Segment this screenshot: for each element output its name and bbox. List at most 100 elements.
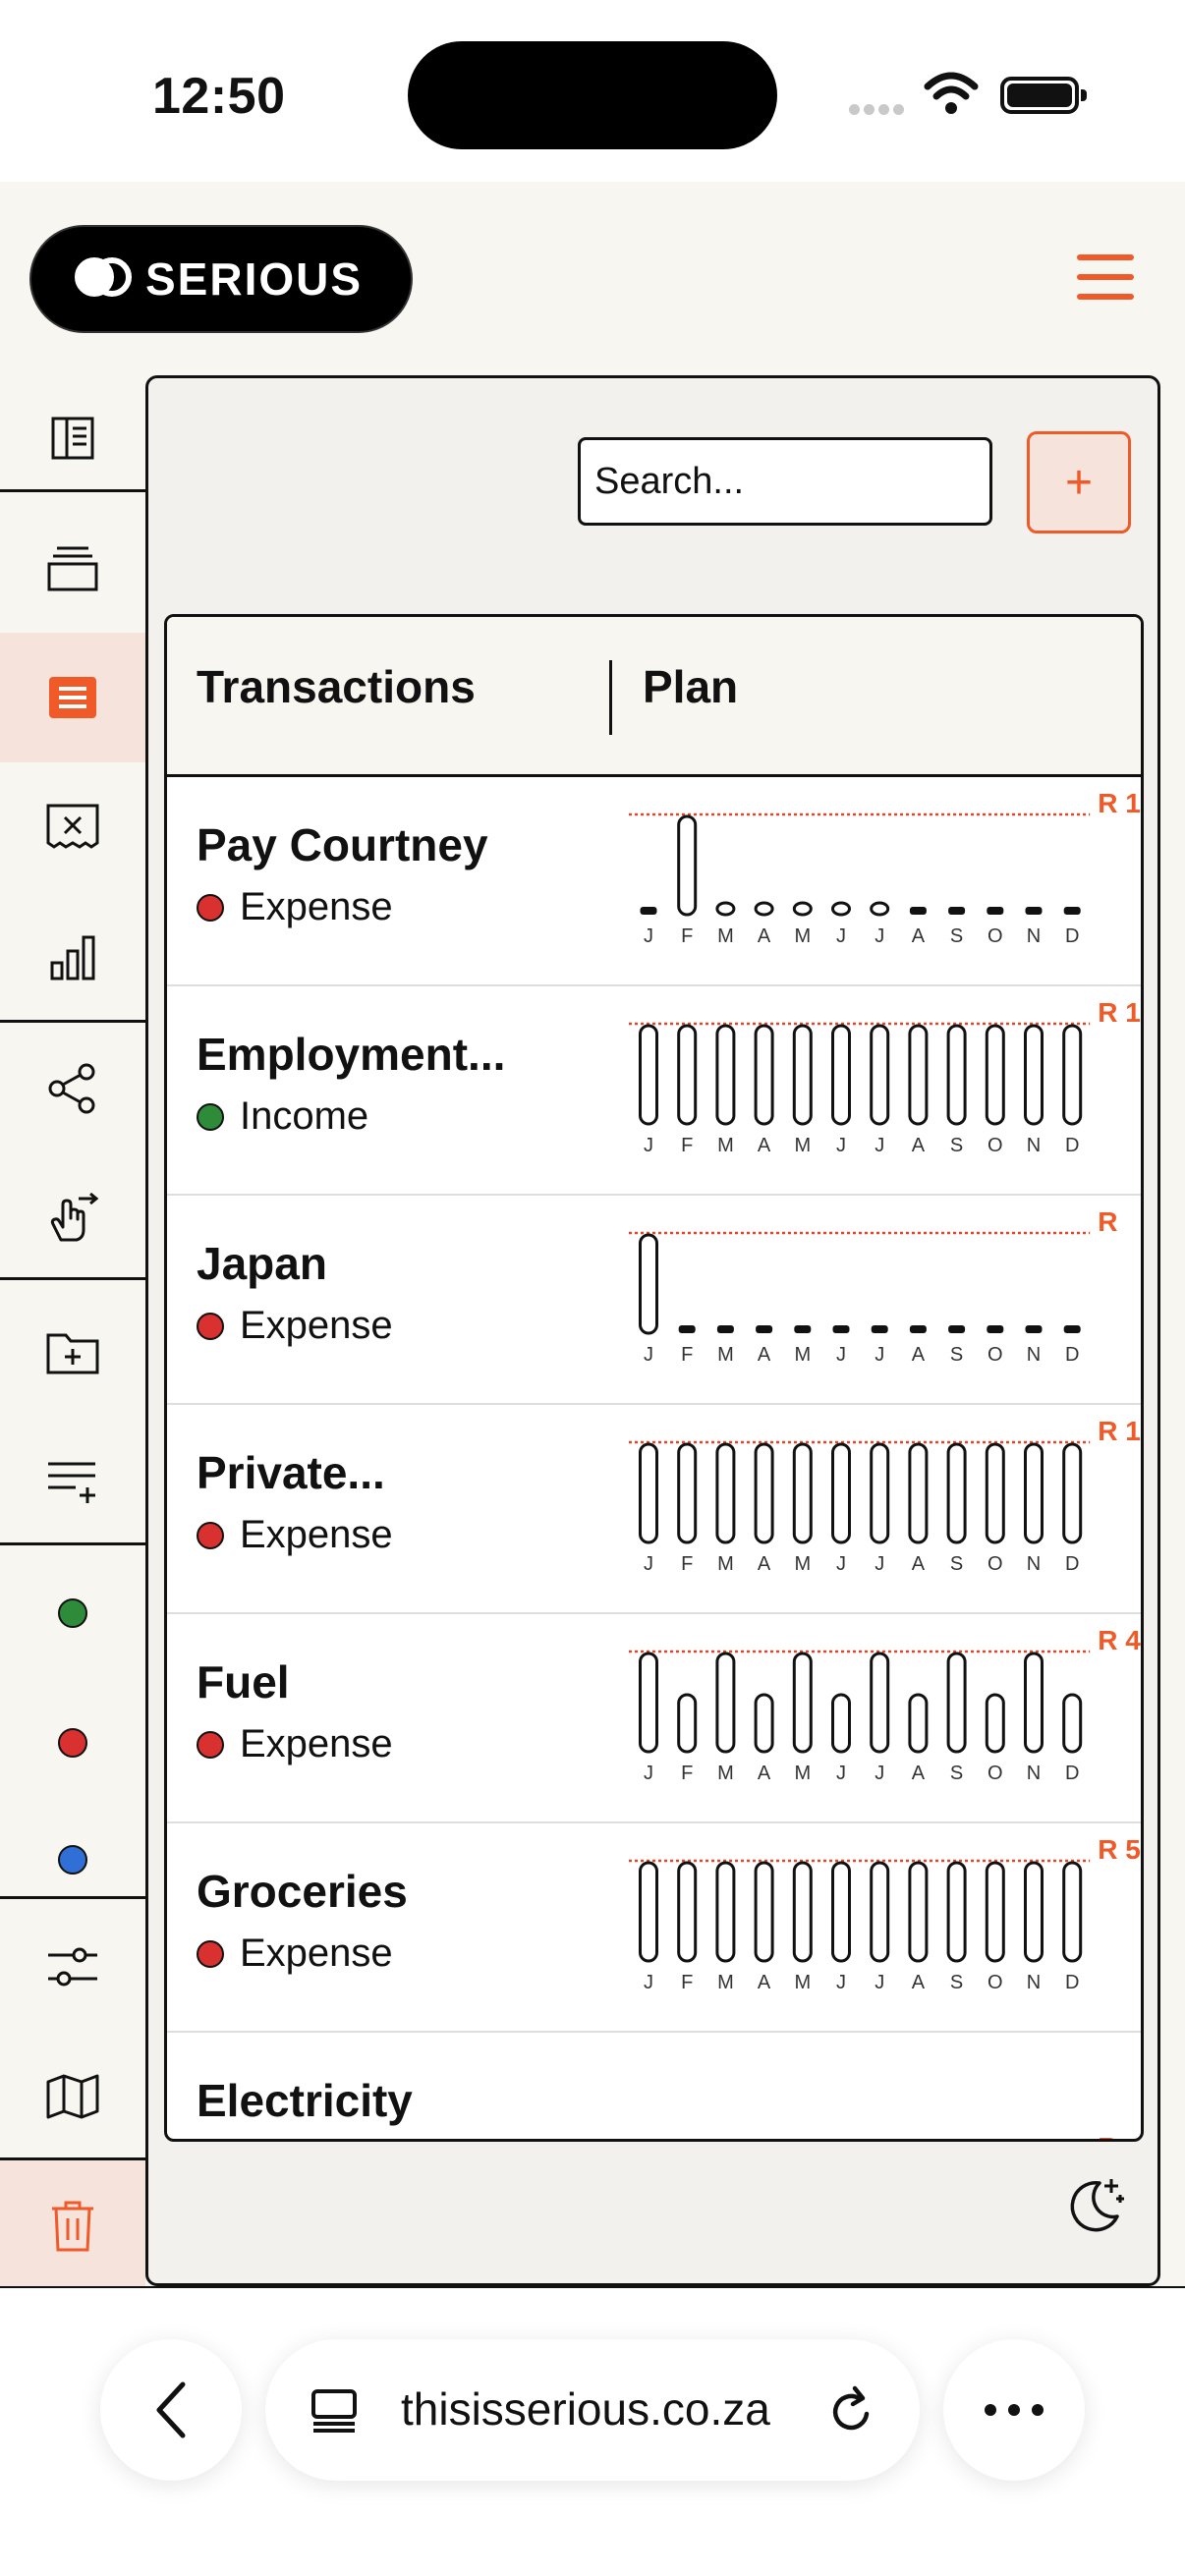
month-label: F <box>681 1972 693 1993</box>
month-label: D <box>1065 925 1079 947</box>
month-label: D <box>1065 1344 1079 1366</box>
month-label: S <box>950 1972 963 1993</box>
more-button[interactable] <box>943 2339 1085 2481</box>
month-bar <box>987 1325 1004 1333</box>
table-row[interactable]: Private... Expense R 1 J F M A M J J A S O N D <box>167 1405 1141 1614</box>
month-label: N <box>1027 925 1041 947</box>
tabs-icon[interactable] <box>310 2388 358 2434</box>
hamburger-icon[interactable] <box>1077 254 1134 300</box>
month-label: J <box>875 1344 884 1366</box>
plan-sparkline: R 4 J F M A M J J A S O N D <box>629 1625 1141 1784</box>
month-bar <box>831 1024 851 1126</box>
month-bar <box>639 1233 658 1335</box>
plan-chart[interactable]: R 1 J F M A M J J A S O N D <box>629 1405 1141 1614</box>
month-bar <box>870 901 890 917</box>
add-transaction-button[interactable]: + <box>1027 431 1131 533</box>
type-dot-icon <box>197 1312 224 1340</box>
sidebar-divider <box>0 489 145 492</box>
stack-icon[interactable] <box>0 503 145 633</box>
share-icon[interactable] <box>0 1024 145 1153</box>
month-label: O <box>988 925 1003 947</box>
moon-stars-icon[interactable] <box>1060 2173 1127 2240</box>
month-bar <box>677 1693 698 1754</box>
transactions-list-icon[interactable] <box>0 633 145 762</box>
month-label: N <box>1027 1553 1041 1575</box>
green-filter-dot[interactable] <box>0 1548 145 1678</box>
blue-filter-dot[interactable] <box>0 1788 145 1886</box>
plan-chart[interactable]: R 4 J F M A M J J A S O N D <box>629 1614 1141 1823</box>
month-bar <box>716 1325 734 1333</box>
sliders-icon[interactable] <box>0 1902 145 2032</box>
month-bar <box>831 1442 851 1544</box>
month-bar <box>1063 1325 1081 1333</box>
plan-sparkline: R 1 J F M A M J J A S O N D <box>629 788 1141 947</box>
month-bar <box>1063 907 1081 915</box>
month-bar <box>985 1861 1005 1963</box>
list-add-icon[interactable] <box>0 1417 145 1546</box>
transaction-title: Private... <box>197 1447 385 1498</box>
month-label: J <box>644 1553 653 1575</box>
table-row[interactable]: Groceries Expense R 5 J F M A M J J A S O N D <box>167 1823 1141 2033</box>
table-row[interactable]: Pay Courtney Expense R 1 J F M A M J J A S O N D <box>167 777 1141 986</box>
month-label: J <box>875 1763 884 1784</box>
trash-icon[interactable] <box>0 2160 145 2286</box>
month-bar <box>1024 1442 1044 1544</box>
column-header-transactions[interactable]: Transactions <box>197 661 476 712</box>
month-bar <box>754 1024 774 1126</box>
plan-sparkline: R 1 J F M A M J J A S O N D <box>629 1416 1141 1575</box>
month-label: O <box>988 1553 1003 1575</box>
type-dot-icon <box>197 1102 224 1131</box>
swipe-hand-icon[interactable] <box>0 1153 145 1283</box>
month-bar <box>678 1325 696 1333</box>
plan-chart[interactable]: R 1 J F M A M J J A S O N D <box>629 777 1141 986</box>
month-label: N <box>1027 1972 1041 1993</box>
transaction-title: Japan <box>197 1238 327 1289</box>
sidebar <box>0 373 145 2286</box>
month-bar <box>908 1024 929 1126</box>
table-row[interactable]: Fuel Expense R 4 J F M A M J J A S O N D <box>167 1614 1141 1823</box>
plan-chart[interactable]: R 5 J F M A M J J A S O N D <box>629 1823 1141 2033</box>
plan-chart[interactable]: R 100 J F M A M J J A S O N D <box>629 986 1141 1196</box>
ledger-icon[interactable] <box>0 373 145 503</box>
serious-logo[interactable]: SERIOUS <box>29 225 413 333</box>
month-label: J <box>836 1972 846 1993</box>
month-bar <box>1024 1652 1044 1754</box>
back-button[interactable] <box>100 2339 242 2481</box>
type-dot-icon <box>197 1730 224 1759</box>
month-bar <box>754 1861 774 1963</box>
blue-dot-icon <box>58 1845 87 1875</box>
plan-amount-label: R 1 <box>1098 1416 1141 1446</box>
red-filter-dot[interactable] <box>0 1678 145 1808</box>
column-header-plan[interactable]: Plan <box>643 661 739 712</box>
month-label: M <box>717 1344 734 1366</box>
bar-chart-icon[interactable] <box>0 892 145 1022</box>
cancelled-invoice-icon[interactable] <box>0 762 145 892</box>
month-bar <box>870 1652 890 1754</box>
battery-icon <box>1000 77 1087 114</box>
month-bar <box>677 1861 698 1963</box>
wifi-icon <box>924 72 979 114</box>
month-label: D <box>1065 1135 1079 1156</box>
map-icon[interactable] <box>0 2032 145 2161</box>
month-bar <box>908 1693 929 1754</box>
folder-add-icon[interactable] <box>0 1287 145 1417</box>
month-bar <box>1062 1861 1083 1963</box>
table-row[interactable]: Japan Expense R J F M A M J J A S O N D <box>167 1196 1141 1405</box>
month-bar <box>754 1693 774 1754</box>
search-input[interactable] <box>578 437 992 526</box>
month-bar <box>794 1325 812 1333</box>
address-bar[interactable]: thisisserious.co.za <box>265 2339 920 2481</box>
month-bar <box>1024 1861 1044 1963</box>
transaction-type: Expense <box>197 1932 393 1976</box>
month-bar <box>1025 907 1043 915</box>
table-row[interactable]: Employment... Income R 100 J F M A M J J A S O N D <box>167 986 1141 1196</box>
transaction-title: Electricity <box>197 2075 413 2126</box>
month-label: M <box>717 1763 734 1784</box>
month-label: S <box>950 1553 963 1575</box>
month-bar <box>948 1325 966 1333</box>
month-label: S <box>950 1135 963 1156</box>
reload-icon[interactable] <box>827 2384 876 2437</box>
